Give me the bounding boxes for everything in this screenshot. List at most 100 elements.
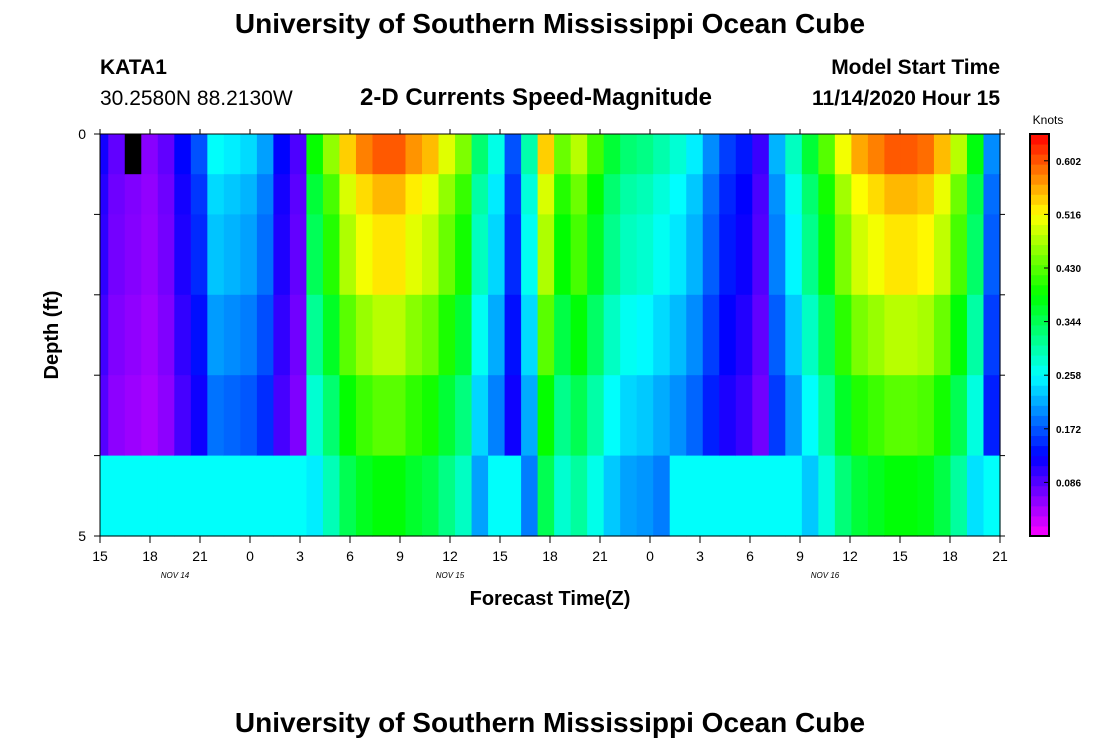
heatmap-cell — [867, 294, 885, 376]
heatmap-cell — [100, 174, 109, 215]
heatmap-cell — [702, 134, 720, 175]
heatmap-cell — [686, 214, 704, 296]
heatmap-cell — [537, 294, 555, 376]
heatmap-cell — [124, 214, 142, 296]
heatmap-cell — [521, 134, 539, 175]
heatmap-cell — [355, 294, 374, 376]
heatmap-cell — [355, 134, 374, 175]
heatmap-cells — [100, 134, 1001, 537]
heatmap-cell — [950, 375, 968, 457]
heatmap-cell — [405, 455, 423, 537]
heatmap-cell — [669, 294, 687, 376]
heatmap-cell — [801, 294, 819, 376]
heatmap-cell — [372, 174, 390, 215]
heatmap-cell — [653, 134, 671, 175]
heatmap-cell — [422, 174, 440, 215]
x-tick-label: 21 — [592, 548, 608, 564]
heatmap-cell — [917, 214, 935, 296]
heatmap-cell — [768, 174, 786, 215]
heatmap-cell — [273, 375, 291, 457]
colorbar-segment — [1030, 435, 1049, 447]
colorbar-tick-label: 0.602 — [1056, 157, 1081, 168]
heatmap-cell — [438, 455, 456, 537]
heatmap-cell — [256, 455, 274, 537]
heatmap-cell — [653, 174, 671, 215]
heatmap-cell — [289, 375, 308, 457]
x-tick-label: 12 — [442, 548, 458, 564]
heatmap-cell — [422, 375, 440, 457]
heatmap-cell — [867, 214, 885, 296]
x-tick-label: 6 — [746, 548, 754, 564]
heatmap-cell — [388, 455, 407, 537]
colorbar-segment — [1030, 465, 1049, 477]
date-label: NOV 14 — [161, 571, 190, 580]
heatmap-cell — [157, 174, 175, 215]
heatmap-cell — [669, 214, 687, 296]
plot-title: 2-D Currents Speed-Magnitude — [360, 84, 713, 111]
heatmap-cell — [669, 375, 687, 457]
heatmap-cell — [867, 375, 885, 457]
heatmap-cell — [933, 174, 952, 215]
heatmap-cell — [372, 214, 390, 296]
heatmap-cell — [719, 214, 737, 296]
heatmap-cell — [124, 455, 142, 537]
heatmap-cell — [653, 455, 671, 537]
heatmap-cell — [141, 214, 159, 296]
footer-title: University of Southern Mississippi Ocean… — [234, 707, 866, 738]
heatmap-cell — [554, 375, 572, 457]
colorbar: 0.086 0.172 0.258 0.344 0.430 0.516 0.602 — [1029, 133, 1081, 537]
x-tick-label: 15 — [92, 548, 108, 564]
x-tick-label: 15 — [492, 548, 508, 564]
x-tick-label: 3 — [296, 548, 304, 564]
colorbar-segment — [1030, 294, 1049, 306]
station-coordinates: 30.2580N 88.2130W — [100, 87, 293, 110]
heatmap-cell — [322, 174, 341, 215]
page-title: University of Southern Mississippi Ocean… — [234, 8, 866, 39]
heatmap-cell — [488, 174, 506, 215]
heatmap-cell — [554, 134, 572, 175]
heatmap-cell — [818, 455, 836, 537]
heatmap-cell — [372, 455, 390, 537]
date-label: NOV 15 — [436, 571, 465, 580]
heatmap-cell — [240, 294, 258, 376]
colorbar-segment — [1030, 475, 1049, 487]
heatmap-cell — [620, 294, 638, 376]
colorbar-segment — [1030, 314, 1049, 326]
heatmap-cell — [752, 134, 770, 175]
colorbar-segment — [1030, 254, 1049, 266]
heatmap-cell — [256, 174, 274, 215]
x-axis-label: Forecast Time(Z) — [470, 588, 631, 610]
heatmap-cell — [322, 134, 341, 175]
heatmap-cell — [818, 134, 836, 175]
heatmap-cell — [190, 214, 208, 296]
heatmap-cell — [686, 455, 704, 537]
heatmap-cell — [537, 134, 555, 175]
heatmap-cell — [818, 294, 836, 376]
model-start-label: Model Start Time — [831, 56, 1000, 79]
heatmap-cell — [834, 455, 852, 537]
heatmap-cell — [570, 375, 588, 457]
colorbar-segment — [1030, 164, 1049, 175]
heatmap-cell — [867, 455, 885, 537]
heatmap-cell — [108, 375, 126, 457]
heatmap-cell — [636, 294, 654, 376]
model-start-value: 11/14/2020 Hour 15 — [812, 87, 1000, 110]
heatmap-cell — [339, 455, 357, 537]
heatmap-cell — [950, 214, 968, 296]
heatmap-cell — [933, 455, 952, 537]
heatmap-cell — [207, 294, 225, 376]
heatmap-cell — [207, 375, 225, 457]
heatmap-cell — [100, 214, 109, 296]
x-tick-label: 15 — [892, 548, 908, 564]
heatmap-cell — [735, 174, 753, 215]
colorbar-segment — [1030, 505, 1049, 517]
heatmap-cell — [422, 134, 440, 175]
heatmap-cell — [603, 174, 621, 215]
heatmap-cell — [719, 174, 737, 215]
heatmap-cell — [141, 134, 159, 175]
colorbar-segment — [1030, 385, 1049, 396]
heatmap-cell — [603, 294, 621, 376]
heatmap-cell — [917, 174, 935, 215]
heatmap-cell — [950, 174, 968, 215]
heatmap-cell — [570, 214, 588, 296]
